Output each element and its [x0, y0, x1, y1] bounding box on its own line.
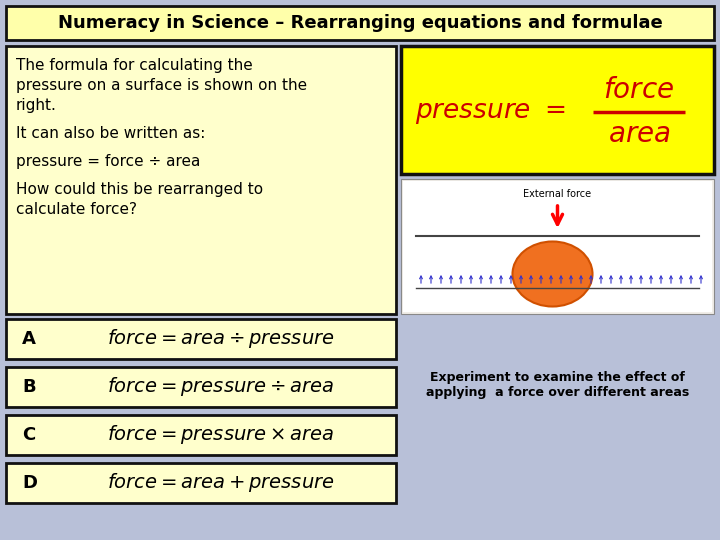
Text: D: D	[22, 474, 37, 492]
FancyBboxPatch shape	[6, 463, 396, 503]
Text: It can also be written as:: It can also be written as:	[16, 126, 205, 141]
Text: A: A	[22, 330, 36, 348]
Text: External force: External force	[523, 189, 592, 199]
Text: pressure = force ÷ area: pressure = force ÷ area	[16, 154, 200, 169]
FancyBboxPatch shape	[6, 6, 714, 40]
Text: C: C	[22, 426, 35, 444]
Text: Numeracy in Science – Rearranging equations and formulae: Numeracy in Science – Rearranging equati…	[58, 14, 662, 32]
FancyBboxPatch shape	[6, 46, 396, 314]
Text: B: B	[22, 378, 35, 396]
Text: right.: right.	[16, 98, 57, 113]
Text: $\mathit{force}$: $\mathit{force}$	[603, 77, 675, 104]
FancyBboxPatch shape	[401, 46, 714, 174]
Text: How could this be rearranged to: How could this be rearranged to	[16, 182, 263, 197]
FancyBboxPatch shape	[403, 181, 712, 312]
Text: The formula for calculating the: The formula for calculating the	[16, 58, 253, 73]
Text: $\mathit{force} = \mathit{area} \div \mathit{pressure}$: $\mathit{force} = \mathit{area} \div \ma…	[107, 327, 335, 350]
Text: $\mathit{area}$: $\mathit{area}$	[608, 120, 670, 147]
FancyBboxPatch shape	[6, 367, 396, 407]
Text: $\mathit{force} = \mathit{pressure} \div \mathit{area}$: $\mathit{force} = \mathit{pressure} \div…	[107, 375, 335, 399]
Text: $\mathit{force} = \mathit{area} + \mathit{pressure}$: $\mathit{force} = \mathit{area} + \mathi…	[107, 471, 335, 495]
FancyBboxPatch shape	[6, 415, 396, 455]
Text: pressure on a surface is shown on the: pressure on a surface is shown on the	[16, 78, 307, 93]
FancyBboxPatch shape	[6, 319, 396, 359]
FancyBboxPatch shape	[401, 179, 714, 314]
Ellipse shape	[513, 241, 593, 307]
Text: calculate force?: calculate force?	[16, 202, 137, 217]
Text: Experiment to examine the effect of
applying  a force over different areas: Experiment to examine the effect of appl…	[426, 371, 689, 399]
Text: $\mathit{force} = \mathit{pressure} \times \mathit{area}$: $\mathit{force} = \mathit{pressure} \tim…	[107, 423, 335, 447]
Text: $\mathit{pressure}$ $=$: $\mathit{pressure}$ $=$	[415, 102, 566, 126]
